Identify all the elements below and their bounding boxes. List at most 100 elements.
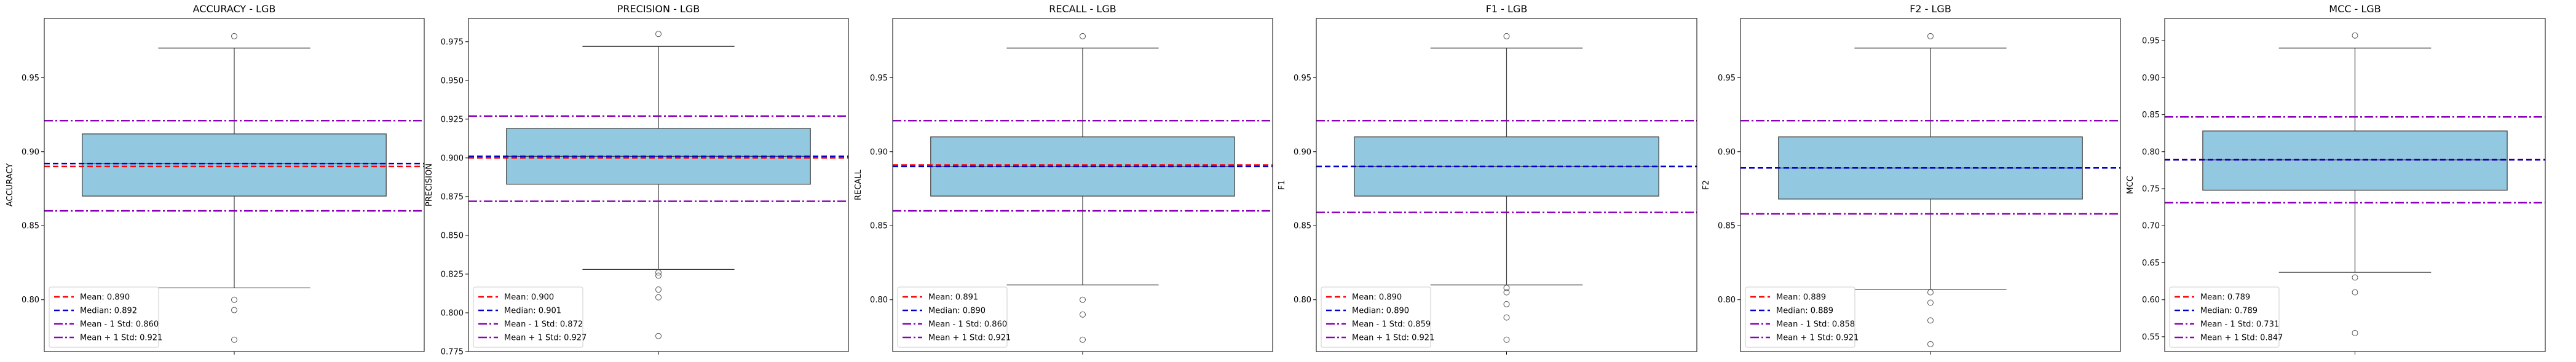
legend-mean-label: Mean: 0.900 [504,293,554,302]
y-tick-label: 0.95 [870,74,888,83]
outlier-point [1503,314,1510,321]
legend: Mean: 0.789 Median: 0.789 Mean - 1 Std: 0.… [2169,286,2283,348]
chart-title: PRECISION - LGB [617,3,700,15]
y-tick-label: 0.825 [441,270,464,279]
y-tick-label: 0.80 [2142,148,2160,157]
legend-box [1745,286,1855,348]
legend-mean-plus-std-label: Mean + 1 Std: 0.921 [928,334,1011,343]
legend-mean-label: Mean: 0.891 [928,293,978,302]
outlier-point [1503,285,1510,291]
y-tick-label: 0.80 [22,296,39,305]
legend-box [473,286,583,348]
legend-mean-minus-std-label: Mean - 1 Std: 0.858 [1776,320,1855,329]
y-axis-label: F2 [1702,180,1711,190]
legend-mean-label: Mean: 0.889 [1776,293,1826,302]
y-tick-label: 0.75 [2142,185,2160,194]
y-tick-label: 0.90 [870,148,888,157]
y-tick-label: 0.90 [2142,74,2160,83]
y-axis-label: ACCURACY [6,163,15,207]
chart-panel-recall: 0.80 0.85 0.90 0.95 RECALL - LGB RECALL Mean: … [854,3,1273,355]
legend-mean-label: Mean: 0.890 [80,293,130,302]
y-tick-label: 0.90 [1718,148,1736,157]
legend-mean-minus-std-label: Mean - 1 Std: 0.859 [1352,320,1431,329]
y-tick-label: 0.950 [441,76,464,85]
y-tick-label: 0.800 [441,309,464,318]
outlier-point [2352,289,2358,296]
y-tick-label: 0.70 [2142,222,2160,231]
y-tick-label: 0.55 [2142,332,2160,342]
outlier-point [1080,33,1086,39]
y-tick-label: 0.775 [441,348,464,357]
y-axis-label: MCC [2126,176,2135,194]
outlier-point [231,296,237,303]
outlier-point [1080,336,1086,343]
y-axis-label: RECALL [854,169,863,200]
y-tick-label: 0.80 [870,296,888,305]
outlier-point [1503,336,1510,343]
legend: Mean: 0.890 Median: 0.892 Mean - 1 Std: 0.… [49,286,162,348]
y-tick-label: 0.95 [22,74,39,83]
y-tick-label: 0.975 [441,37,464,47]
y-axis-label: F1 [1278,180,1287,190]
y-axis-label: PRECISION [425,163,434,207]
outlier-point [655,272,662,279]
outlier-point [1080,311,1086,318]
outlier-point [231,307,237,313]
chart-title: ACCURACY - LGB [193,3,276,15]
outlier-point [2352,32,2358,39]
chart-panel-f2: 0.80 0.85 0.90 0.95 F2 - LGB F2 Mean: 0.889 Med… [1702,3,2121,355]
y-tick-label: 0.80 [1718,296,1736,305]
legend-box [2169,286,2280,348]
chart-panel-precision: 0.775 0.800 0.825 0.850 0.875 0.900 0.925 0.950… [425,3,849,357]
chart-title: MCC - LGB [2329,3,2380,15]
chart-title: F2 - LGB [1910,3,1951,15]
outlier-point [231,336,237,343]
y-tick-label: 0.925 [441,115,464,124]
outlier-point [231,33,237,39]
legend-median-label: Median: 0.789 [2200,307,2258,316]
legend-mean-plus-std-label: Mean + 1 Std: 0.847 [2200,334,2283,343]
chart-panel-accuracy: 0.80 0.85 0.90 0.95 ACCURACY - LGB ACCURACY Me… [6,3,425,355]
y-tick-label: 0.60 [2142,296,2160,305]
y-tick-label: 0.95 [1294,74,1311,83]
legend: Mean: 0.889 Median: 0.889 Mean - 1 Std: 0.… [1745,286,1859,348]
legend-median-label: Median: 0.892 [80,307,137,316]
legend-median-label: Median: 0.889 [1776,307,1833,316]
legend-mean-plus-std-label: Mean + 1 Std: 0.921 [80,334,162,343]
y-tick-label: 0.95 [1718,74,1736,83]
legend-mean-minus-std-label: Mean - 1 Std: 0.860 [80,320,159,329]
outlier-point [655,31,662,37]
y-tick-label: 0.85 [2142,111,2160,120]
y-tick-label: 0.80 [1294,296,1311,305]
legend-median-label: Median: 0.890 [928,307,986,316]
y-tick-label: 0.85 [1718,222,1736,231]
y-tick-label: 0.90 [22,148,39,157]
y-tick-label: 0.95 [2142,37,2160,46]
outlier-point [1927,317,1934,324]
outlier-point [655,269,662,276]
outlier-point [655,332,662,339]
legend-mean-label: Mean: 0.789 [2200,293,2250,302]
outlier-point [1503,289,1510,296]
y-tick-label: 0.85 [1294,222,1311,231]
legend-mean-label: Mean: 0.890 [1352,293,1402,302]
y-tick-label: 0.875 [441,192,464,202]
legend: Mean: 0.900 Median: 0.901 Mean - 1 Std: 0.… [473,286,587,348]
outlier-point [1927,33,1934,39]
legend-box [49,286,159,348]
outlier-point [655,286,662,293]
legend-mean-minus-std-label: Mean - 1 Std: 0.860 [928,320,1007,329]
outlier-point [1503,301,1510,307]
outlier-point [1927,299,1934,306]
y-tick-label: 0.850 [441,231,464,240]
legend-mean-plus-std-label: Mean + 1 Std: 0.927 [504,334,587,343]
outlier-point [1927,340,1934,347]
legend-mean-plus-std-label: Mean + 1 Std: 0.921 [1776,334,1859,343]
outlier-point [1927,289,1934,296]
legend-box [1321,286,1431,348]
y-tick-label: 0.85 [870,222,888,231]
chart-panel-f1: 0.80 0.85 0.90 0.95 F1 - LGB F1 Mean: 0.890 Med… [1278,3,1697,355]
chart-title: F1 - LGB [1486,3,1528,15]
chart-title: RECALL - LGB [1049,3,1116,15]
